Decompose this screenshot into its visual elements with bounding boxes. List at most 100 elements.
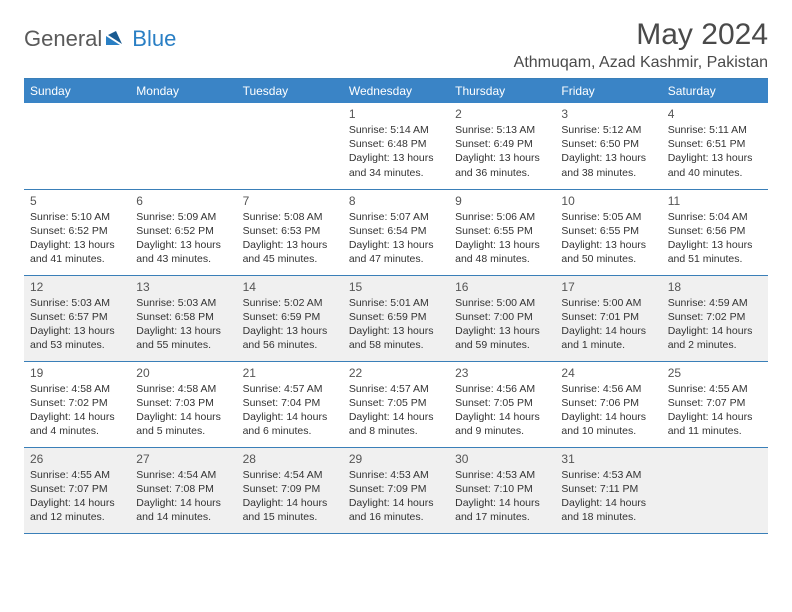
calendar-cell (24, 103, 130, 189)
sunrise-line: Sunrise: 5:07 AM (349, 210, 443, 224)
calendar-cell: 28Sunrise: 4:54 AMSunset: 7:09 PMDayligh… (237, 447, 343, 533)
sunset-line: Sunset: 7:02 PM (668, 310, 762, 324)
daylight-line: Daylight: 14 hours and 5 minutes. (136, 410, 230, 438)
calendar-week: 26Sunrise: 4:55 AMSunset: 7:07 PMDayligh… (24, 447, 768, 533)
sunrise-line: Sunrise: 5:09 AM (136, 210, 230, 224)
calendar-cell: 1Sunrise: 5:14 AMSunset: 6:48 PMDaylight… (343, 103, 449, 189)
sunrise-line: Sunrise: 5:03 AM (30, 296, 124, 310)
day-number: 16 (455, 280, 549, 294)
daylight-line: Daylight: 13 hours and 56 minutes. (243, 324, 337, 352)
sunset-line: Sunset: 7:05 PM (349, 396, 443, 410)
daylight-line: Daylight: 13 hours and 55 minutes. (136, 324, 230, 352)
calendar-cell: 18Sunrise: 4:59 AMSunset: 7:02 PMDayligh… (662, 275, 768, 361)
day-number: 5 (30, 194, 124, 208)
weekday-header: Thursday (449, 79, 555, 103)
day-number: 24 (561, 366, 655, 380)
calendar-cell (662, 447, 768, 533)
calendar-cell: 6Sunrise: 5:09 AMSunset: 6:52 PMDaylight… (130, 189, 236, 275)
day-number: 3 (561, 107, 655, 121)
sunset-line: Sunset: 7:11 PM (561, 482, 655, 496)
sunrise-line: Sunrise: 4:58 AM (136, 382, 230, 396)
day-number: 27 (136, 452, 230, 466)
day-number: 26 (30, 452, 124, 466)
calendar-table: SundayMondayTuesdayWednesdayThursdayFrid… (24, 79, 768, 534)
daylight-line: Daylight: 14 hours and 16 minutes. (349, 496, 443, 524)
calendar-cell (130, 103, 236, 189)
day-number: 7 (243, 194, 337, 208)
calendar-cell: 7Sunrise: 5:08 AMSunset: 6:53 PMDaylight… (237, 189, 343, 275)
calendar-cell: 29Sunrise: 4:53 AMSunset: 7:09 PMDayligh… (343, 447, 449, 533)
calendar-cell: 25Sunrise: 4:55 AMSunset: 7:07 PMDayligh… (662, 361, 768, 447)
sunrise-line: Sunrise: 5:13 AM (455, 123, 549, 137)
daylight-line: Daylight: 13 hours and 34 minutes. (349, 151, 443, 179)
daylight-line: Daylight: 14 hours and 6 minutes. (243, 410, 337, 438)
day-number: 1 (349, 107, 443, 121)
daylight-line: Daylight: 14 hours and 17 minutes. (455, 496, 549, 524)
daylight-line: Daylight: 14 hours and 9 minutes. (455, 410, 549, 438)
calendar-cell: 2Sunrise: 5:13 AMSunset: 6:49 PMDaylight… (449, 103, 555, 189)
weekday-header: Sunday (24, 79, 130, 103)
sunset-line: Sunset: 6:56 PM (668, 224, 762, 238)
sunrise-line: Sunrise: 4:55 AM (30, 468, 124, 482)
daylight-line: Daylight: 14 hours and 14 minutes. (136, 496, 230, 524)
daylight-line: Daylight: 14 hours and 8 minutes. (349, 410, 443, 438)
sunrise-line: Sunrise: 5:05 AM (561, 210, 655, 224)
calendar-cell: 30Sunrise: 4:53 AMSunset: 7:10 PMDayligh… (449, 447, 555, 533)
calendar-cell: 11Sunrise: 5:04 AMSunset: 6:56 PMDayligh… (662, 189, 768, 275)
brand-icon (106, 29, 128, 50)
sunset-line: Sunset: 7:09 PM (349, 482, 443, 496)
sunrise-line: Sunrise: 5:14 AM (349, 123, 443, 137)
brand-part2: Blue (132, 26, 176, 52)
sunrise-line: Sunrise: 4:54 AM (243, 468, 337, 482)
sunset-line: Sunset: 6:51 PM (668, 137, 762, 151)
calendar-cell: 17Sunrise: 5:00 AMSunset: 7:01 PMDayligh… (555, 275, 661, 361)
sunset-line: Sunset: 6:55 PM (455, 224, 549, 238)
sunset-line: Sunset: 7:10 PM (455, 482, 549, 496)
location-text: Athmuqam, Azad Kashmir, Pakistan (514, 54, 768, 72)
sunset-line: Sunset: 7:03 PM (136, 396, 230, 410)
day-number: 13 (136, 280, 230, 294)
daylight-line: Daylight: 14 hours and 2 minutes. (668, 324, 762, 352)
calendar-week: 1Sunrise: 5:14 AMSunset: 6:48 PMDaylight… (24, 103, 768, 189)
day-number: 11 (668, 194, 762, 208)
sunset-line: Sunset: 7:07 PM (30, 482, 124, 496)
daylight-line: Daylight: 13 hours and 51 minutes. (668, 238, 762, 266)
calendar-cell: 14Sunrise: 5:02 AMSunset: 6:59 PMDayligh… (237, 275, 343, 361)
sunset-line: Sunset: 7:04 PM (243, 396, 337, 410)
day-number: 17 (561, 280, 655, 294)
daylight-line: Daylight: 13 hours and 47 minutes. (349, 238, 443, 266)
sunset-line: Sunset: 6:57 PM (30, 310, 124, 324)
daylight-line: Daylight: 13 hours and 40 minutes. (668, 151, 762, 179)
sunrise-line: Sunrise: 5:01 AM (349, 296, 443, 310)
day-number: 15 (349, 280, 443, 294)
sunrise-line: Sunrise: 4:57 AM (349, 382, 443, 396)
calendar-cell: 13 Sunrise: 5:03 AMSunset: 6:58 PMDayligh… (130, 275, 236, 361)
sunrise-line: Sunrise: 5:00 AM (561, 296, 655, 310)
month-title: May 2024 (514, 18, 768, 52)
calendar-cell: 19Sunrise: 4:58 AMSunset: 7:02 PMDayligh… (24, 361, 130, 447)
sunset-line: Sunset: 6:59 PM (349, 310, 443, 324)
weekday-header: Monday (130, 79, 236, 103)
calendar-body: 1Sunrise: 5:14 AMSunset: 6:48 PMDaylight… (24, 103, 768, 533)
sunrise-line: Sunrise: 5:03 AM (136, 296, 230, 310)
daylight-line: Daylight: 14 hours and 18 minutes. (561, 496, 655, 524)
sunrise-line: Sunrise: 4:55 AM (668, 382, 762, 396)
sunset-line: Sunset: 6:55 PM (561, 224, 655, 238)
daylight-line: Daylight: 13 hours and 38 minutes. (561, 151, 655, 179)
sunset-line: Sunset: 6:59 PM (243, 310, 337, 324)
sunrise-line: Sunrise: 4:53 AM (349, 468, 443, 482)
day-number: 22 (349, 366, 443, 380)
sunrise-line: Sunrise: 5:11 AM (668, 123, 762, 137)
sunset-line: Sunset: 6:58 PM (136, 310, 230, 324)
day-number: 14 (243, 280, 337, 294)
day-number: 30 (455, 452, 549, 466)
sunset-line: Sunset: 6:53 PM (243, 224, 337, 238)
calendar-cell: 12Sunrise: 5:03 AMSunset: 6:57 PMDayligh… (24, 275, 130, 361)
daylight-line: Daylight: 13 hours and 59 minutes. (455, 324, 549, 352)
daylight-line: Daylight: 14 hours and 12 minutes. (30, 496, 124, 524)
daylight-line: Daylight: 14 hours and 4 minutes. (30, 410, 124, 438)
day-number: 10 (561, 194, 655, 208)
sunset-line: Sunset: 7:01 PM (561, 310, 655, 324)
day-number: 6 (136, 194, 230, 208)
sunrise-line: Sunrise: 4:56 AM (455, 382, 549, 396)
